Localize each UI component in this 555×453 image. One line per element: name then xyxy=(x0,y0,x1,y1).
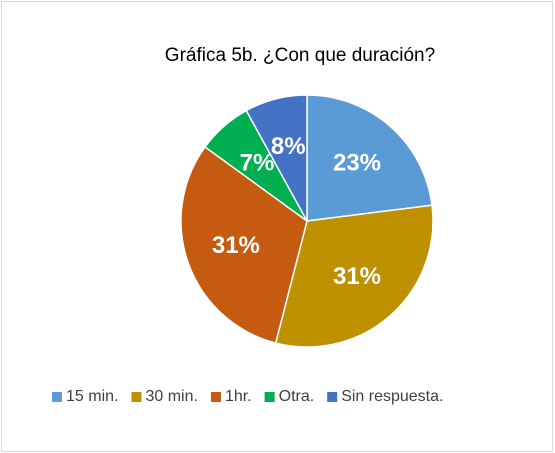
legend-label: 30 min. xyxy=(145,388,197,405)
legend-label: Sin respuesta. xyxy=(341,388,443,405)
legend-label: 1hr. xyxy=(225,388,252,405)
data-label: 8% xyxy=(271,133,306,160)
data-label: 7% xyxy=(240,150,275,177)
pie-slice xyxy=(245,94,308,222)
data-label: 31% xyxy=(212,232,260,259)
pie-slice xyxy=(306,94,433,222)
data-label: 31% xyxy=(333,263,381,290)
legend-swatch xyxy=(327,392,338,402)
legend-swatch xyxy=(131,392,142,402)
legend-swatch xyxy=(52,392,62,402)
data-label: 23% xyxy=(333,150,381,177)
pie-slice xyxy=(180,145,308,344)
legend-swatch xyxy=(264,392,275,402)
legend-swatch xyxy=(210,392,221,402)
legend-label: 15 min. xyxy=(66,388,118,405)
legend-label: Otra. xyxy=(279,388,315,405)
pie-slice xyxy=(274,204,434,348)
chart-title: Gráfica 5b. ¿Con que duración? xyxy=(165,45,435,66)
